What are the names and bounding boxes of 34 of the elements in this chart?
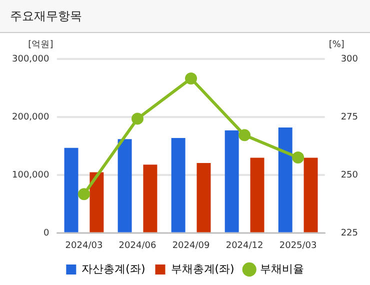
- point: [238, 129, 251, 142]
- point: [78, 188, 90, 200]
- legend-label: 부채비율: [260, 262, 304, 276]
- x-tick-label: 2024/03: [65, 240, 103, 251]
- y-axis-title: [억원]: [28, 40, 54, 50]
- y2-tick-label: 300: [340, 54, 358, 64]
- y2-axis-title: [%]: [328, 40, 344, 50]
- y-tick-label: 0: [43, 228, 50, 239]
- bar: [250, 158, 264, 232]
- y2-tick-label: 250: [340, 170, 358, 180]
- bar: [224, 130, 239, 232]
- point: [292, 151, 304, 164]
- x-tick-label: 2024/12: [226, 240, 264, 251]
- x-tick-label: 2025/03: [279, 240, 317, 251]
- y2-tick-label: 275: [340, 112, 358, 122]
- y2-tick-label: 225: [340, 228, 358, 239]
- bar: [278, 128, 292, 232]
- bar: [64, 148, 78, 232]
- legend-label: 부채총계(좌): [170, 262, 234, 276]
- bar: [90, 172, 104, 232]
- x-tick-label: 2024/06: [118, 240, 156, 251]
- x-tick-label: 2024/09: [172, 240, 210, 251]
- point: [132, 112, 144, 125]
- bar: [118, 139, 132, 232]
- y-tick-label: 100,000: [12, 170, 50, 180]
- bar: [143, 164, 158, 232]
- point: [185, 72, 198, 85]
- chart-title: 주요재무항목: [0, 0, 370, 33]
- legend-label: 자산총계(좌): [82, 262, 146, 276]
- bar: [171, 138, 186, 232]
- y-tick-label: 300,000: [12, 54, 50, 64]
- bar: [196, 162, 211, 232]
- bar: [304, 158, 318, 232]
- y-tick-label: 200,000: [12, 112, 50, 122]
